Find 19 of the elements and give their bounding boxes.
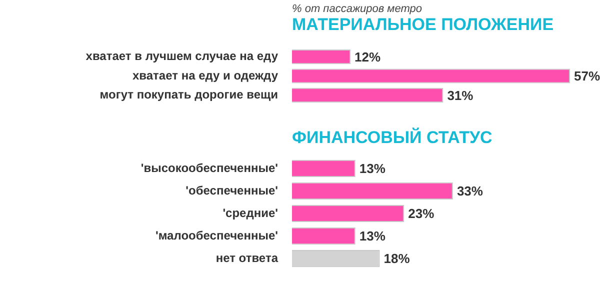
data-label: 13% [359,161,386,176]
data-label: 23% [408,206,435,222]
y-tick-label: нет ответа [216,250,278,265]
data-label: 18% [384,251,410,266]
y-tick-label: хватает в лучшем случае на еду [86,49,278,64]
data-label: 12% [354,49,381,64]
y-tick-label: 'малообеспеченные' [155,228,278,242]
data-label: 31% [447,88,474,103]
y-tick-label: 'средние' [222,206,278,220]
chart-title: ФИНАНСОВЫЙ СТАТУС [292,128,492,148]
data-label: 33% [456,184,484,199]
chart-title: МАТЕРИАЛЬНОЕ ПОЛОЖЕНИЕ [292,15,554,35]
data-label: 13% [359,228,386,244]
y-tick-label: 'высокообеспеченные' [140,160,278,175]
y-tick-label: хватает на еду и одежду [132,68,278,82]
data-label: 57% [574,68,600,84]
y-tick-label: могут покупать дорогие вещи [100,88,278,102]
chart-subtitle: % от пассажиров метро [292,3,422,15]
y-tick-label: 'обеспеченные' [186,183,278,198]
